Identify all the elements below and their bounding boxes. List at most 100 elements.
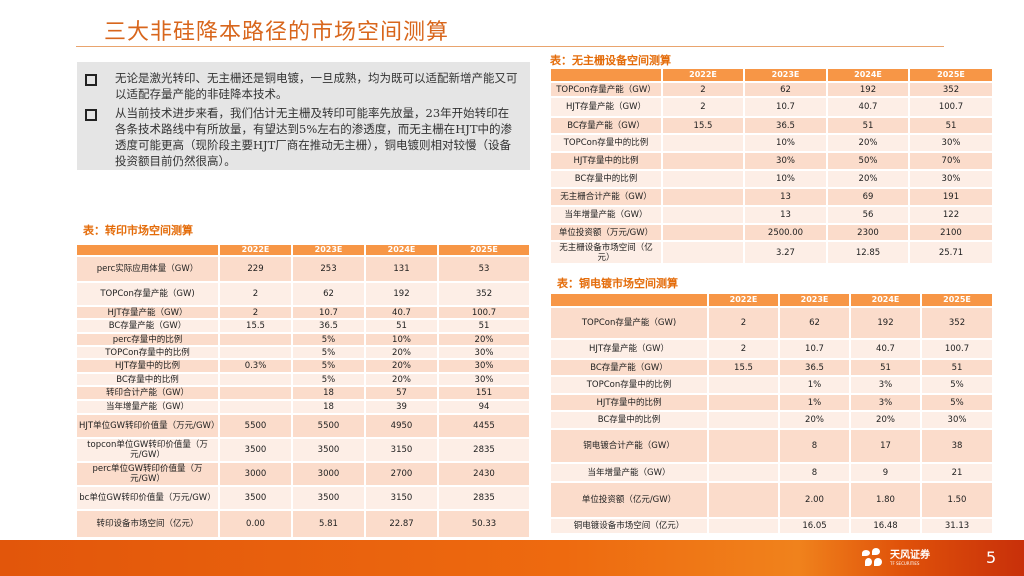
header-row: 2022E 2023E 2024E 2025E — [75, 243, 531, 257]
value-cell — [661, 133, 745, 153]
header-cell-year: 2023E — [778, 292, 851, 308]
value-cell: 51 — [437, 318, 531, 334]
header-cell-blank — [549, 292, 709, 308]
value-cell: 352 — [437, 281, 531, 307]
value-cell: 94 — [437, 399, 531, 415]
row-label-cell: HJT存量中的比例 — [549, 151, 663, 171]
header-cell-year: 2025E — [437, 243, 531, 257]
value-cell: 12.85 — [826, 240, 910, 265]
row-label-cell: TOPCon存量中的比例 — [549, 133, 663, 153]
value-cell: 70% — [908, 151, 994, 171]
value-cell: 10% — [743, 169, 828, 189]
header-cell-year: 2022E — [707, 292, 780, 308]
table-row: perc实际应用体量（GW） 229 253 131 53 — [75, 255, 531, 283]
value-cell: 4455 — [437, 413, 531, 439]
value-cell: 1.80 — [849, 481, 922, 519]
value-cell: 53 — [437, 255, 531, 283]
header-row: 2022E 2023E 2024E 2025E — [549, 292, 994, 308]
header-cell-year: 2024E — [849, 292, 922, 308]
row-label-cell: perc实际应用体量（GW） — [75, 255, 220, 283]
value-cell: 5% — [291, 372, 366, 387]
row-label-cell: BC存量产能（GW） — [549, 116, 663, 135]
value-cell: 50% — [826, 151, 910, 171]
value-cell: 2500.00 — [743, 223, 828, 242]
value-cell — [707, 481, 780, 519]
value-cell: 20% — [364, 372, 439, 387]
value-cell: 5% — [920, 393, 994, 412]
row-label-cell: 当年增量产能（GW） — [549, 205, 663, 225]
value-cell — [707, 375, 780, 395]
value-cell: 10.7 — [291, 305, 366, 320]
table-row: HJT存量产能（GW） 2 10.7 40.7 100.7 — [549, 96, 994, 118]
value-cell: 5500 — [218, 413, 293, 439]
table-row: 铜电镀合计产能（GW） 8 17 38 — [549, 428, 994, 464]
value-cell: 0.00 — [218, 509, 293, 539]
square-bullet-icon — [85, 74, 97, 86]
summary-box: 无论是激光转印、无主栅还是铜电镀，一旦成熟，均为既可以适配新增产能又可以适配存量… — [77, 62, 530, 170]
header-cell-blank — [549, 67, 663, 83]
value-cell — [218, 372, 293, 387]
table-row: BC存量中的比例 5% 20% 30% — [75, 372, 531, 387]
value-cell: 253 — [291, 255, 366, 283]
header-cell-year: 2025E — [920, 292, 994, 308]
row-label-cell: perc单位GW转印价值量（万元/GW） — [75, 461, 220, 487]
row-label-cell: HJT存量产能（GW） — [549, 96, 663, 118]
row-label-cell: 单位投资额（亿元/GW） — [549, 481, 709, 519]
row-label-cell: TOPCon存量产能（GW) — [549, 306, 709, 340]
value-cell: 3% — [849, 393, 922, 412]
value-cell: 192 — [364, 281, 439, 307]
header-cell-year: 2022E — [661, 67, 745, 83]
value-cell: 36.5 — [778, 358, 851, 377]
value-cell: 40.7 — [364, 305, 439, 320]
header-cell-year: 2025E — [908, 67, 994, 83]
table-row: HJT存量中的比例 30% 50% 70% — [549, 151, 994, 171]
value-cell: 229 — [218, 255, 293, 283]
header-cell-blank — [75, 243, 220, 257]
table-row: BC存量产能（GW） 15.5 36.5 51 51 — [75, 318, 531, 334]
square-bullet-icon — [85, 109, 97, 121]
summary-bullet: 无论是激光转印、无主栅还是铜电镀，一旦成熟，均为既可以适配新增产能又可以适配存量… — [85, 70, 520, 102]
value-cell — [218, 332, 293, 347]
table-row: HJT存量产能（GW） 2 10.7 40.7 100.7 — [75, 305, 531, 320]
value-cell: 69 — [826, 187, 910, 207]
row-label-cell: 无主栅设备市场空间（亿元） — [549, 240, 663, 265]
row-label-cell: HJT单位GW转印价值量（万元/GW） — [75, 413, 220, 439]
value-cell: 20% — [437, 332, 531, 347]
row-label-cell: TOPCon存量中的比例 — [75, 345, 220, 360]
value-cell: 2835 — [437, 437, 531, 463]
value-cell: 25.71 — [908, 240, 994, 265]
value-cell: 21 — [920, 462, 994, 483]
value-cell: 20% — [826, 133, 910, 153]
value-cell: 62 — [291, 281, 366, 307]
value-cell: 191 — [908, 187, 994, 207]
row-label-cell: BC存量产能（GW） — [75, 318, 220, 334]
value-cell: 5500 — [291, 413, 366, 439]
transfer-market-table: 2022E 2023E 2024E 2025E perc实际应用体量（GW） 229 253… — [75, 243, 531, 539]
value-cell: 16.48 — [849, 517, 922, 535]
value-cell: 20% — [826, 169, 910, 189]
value-cell: 10% — [364, 332, 439, 347]
table-row: HJT存量中的比例 1% 3% 5% — [549, 393, 994, 412]
value-cell: 5.81 — [291, 509, 366, 539]
value-cell: 13 — [743, 187, 828, 207]
value-cell: 15.5 — [707, 358, 780, 377]
value-cell: 51 — [826, 116, 910, 135]
value-cell: 3000 — [291, 461, 366, 487]
row-label-cell: HJT存量中的比例 — [549, 393, 709, 412]
table-row: 单位投资额（万元/GW） 2500.00 2300 2100 — [549, 223, 994, 242]
value-cell: 1% — [778, 375, 851, 395]
value-cell: 2 — [707, 306, 780, 340]
value-cell: 3% — [849, 375, 922, 395]
value-cell — [218, 385, 293, 401]
row-label-cell: 当年增量产能（GW） — [549, 462, 709, 483]
value-cell — [661, 169, 745, 189]
value-cell: 1.50 — [920, 481, 994, 519]
table-row: 铜电镀设备市场空间（亿元） 16.05 16.48 31.13 — [549, 517, 994, 535]
row-label-cell: 铜电镀合计产能（GW） — [549, 428, 709, 464]
value-cell: 192 — [849, 306, 922, 340]
table-row: BC存量产能（GW） 15.5 36.5 51 51 — [549, 358, 994, 377]
row-label-cell: perc存量中的比例 — [75, 332, 220, 347]
table-row: 当年增量产能（GW） 8 9 21 — [549, 462, 994, 483]
value-cell: 2700 — [364, 461, 439, 487]
row-label-cell: BC存量中的比例 — [549, 169, 663, 189]
